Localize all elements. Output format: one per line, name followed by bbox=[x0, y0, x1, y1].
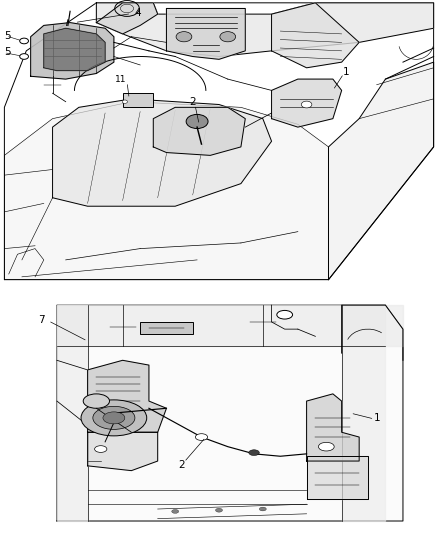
Bar bbox=[123, 93, 153, 107]
Polygon shape bbox=[88, 432, 158, 471]
Circle shape bbox=[83, 394, 110, 408]
Polygon shape bbox=[307, 456, 368, 499]
Text: 1: 1 bbox=[343, 67, 350, 77]
Circle shape bbox=[81, 400, 147, 436]
Circle shape bbox=[95, 446, 107, 453]
Polygon shape bbox=[57, 305, 88, 521]
Text: 5: 5 bbox=[4, 47, 11, 57]
Polygon shape bbox=[57, 305, 403, 346]
Polygon shape bbox=[88, 360, 166, 432]
Circle shape bbox=[277, 310, 293, 319]
Polygon shape bbox=[328, 62, 434, 280]
Circle shape bbox=[318, 442, 334, 451]
Polygon shape bbox=[153, 107, 245, 156]
Text: 11: 11 bbox=[115, 75, 126, 84]
Circle shape bbox=[301, 101, 312, 108]
Circle shape bbox=[93, 406, 135, 430]
Polygon shape bbox=[57, 305, 403, 521]
Circle shape bbox=[20, 38, 28, 44]
Polygon shape bbox=[307, 394, 359, 461]
Text: 7: 7 bbox=[38, 314, 45, 325]
Text: 2: 2 bbox=[178, 459, 185, 470]
Polygon shape bbox=[272, 79, 342, 127]
Polygon shape bbox=[96, 3, 434, 56]
Circle shape bbox=[249, 450, 259, 456]
Circle shape bbox=[176, 31, 192, 42]
Circle shape bbox=[220, 31, 236, 42]
Text: 5: 5 bbox=[4, 31, 11, 41]
Polygon shape bbox=[4, 102, 328, 280]
Circle shape bbox=[195, 434, 208, 440]
Polygon shape bbox=[342, 305, 385, 521]
Circle shape bbox=[172, 510, 179, 513]
Circle shape bbox=[20, 54, 28, 59]
Circle shape bbox=[103, 412, 125, 424]
Polygon shape bbox=[272, 3, 359, 68]
Circle shape bbox=[122, 100, 127, 103]
Polygon shape bbox=[31, 22, 114, 79]
Circle shape bbox=[259, 507, 266, 511]
Circle shape bbox=[186, 115, 208, 128]
Polygon shape bbox=[53, 99, 272, 206]
Polygon shape bbox=[44, 28, 105, 70]
Polygon shape bbox=[96, 3, 158, 34]
Text: 2: 2 bbox=[189, 97, 196, 107]
Text: 1: 1 bbox=[373, 413, 380, 423]
Bar bbox=[140, 322, 193, 334]
Circle shape bbox=[215, 508, 223, 512]
Polygon shape bbox=[166, 9, 245, 59]
Text: 4: 4 bbox=[134, 7, 141, 18]
